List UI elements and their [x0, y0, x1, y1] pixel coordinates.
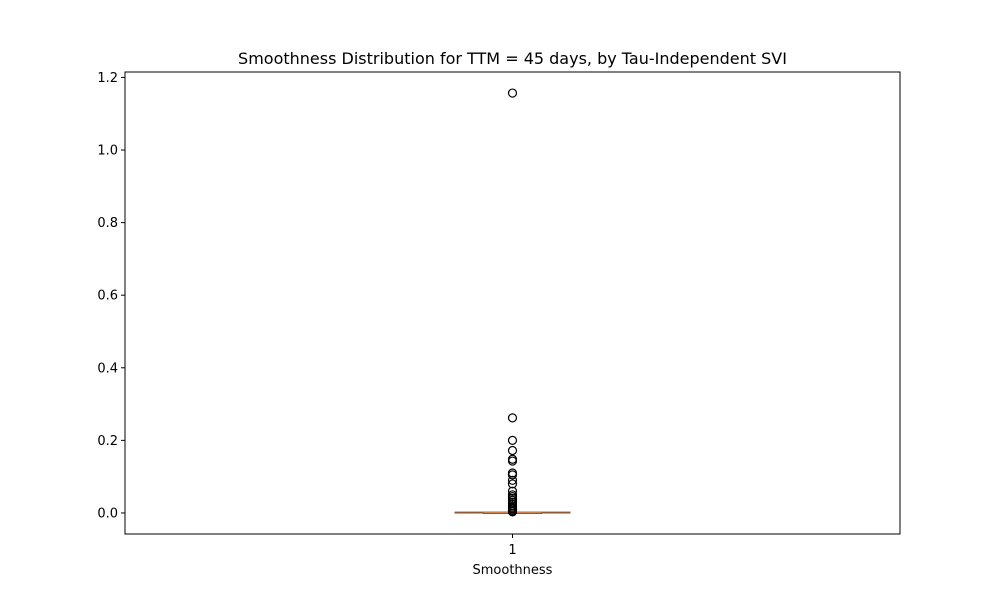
- outlier-point: [507, 475, 518, 485]
- x-tick-label: 1: [508, 543, 516, 558]
- outlier-point: [507, 507, 518, 517]
- outlier-point: [507, 470, 518, 480]
- y-tick-label: 0.8: [97, 216, 118, 231]
- x-axis-label: Smoothness: [473, 563, 553, 578]
- y-tick-label: 0.2: [97, 434, 118, 449]
- outlier-point: [507, 486, 518, 496]
- y-tick-label: 1.0: [97, 144, 118, 159]
- outlier-point: [507, 413, 518, 423]
- y-tick-label: 0.4: [97, 361, 118, 376]
- outlier-point: [507, 479, 518, 489]
- outlier-point: [507, 445, 518, 456]
- outlier-point: [507, 435, 518, 445]
- outlier-point: [507, 456, 518, 466]
- outlier-point: [507, 88, 518, 98]
- y-tick-label: 1.2: [97, 71, 118, 86]
- y-tick-label: 0.0: [97, 506, 118, 521]
- plot-area: 0.0 0.2 0.4 0.6 0.8 1.0 1.2 1: [97, 71, 901, 558]
- y-tick-label: 0.6: [97, 289, 118, 304]
- chart-title: Smoothness Distribution for TTM = 45 day…: [238, 49, 787, 68]
